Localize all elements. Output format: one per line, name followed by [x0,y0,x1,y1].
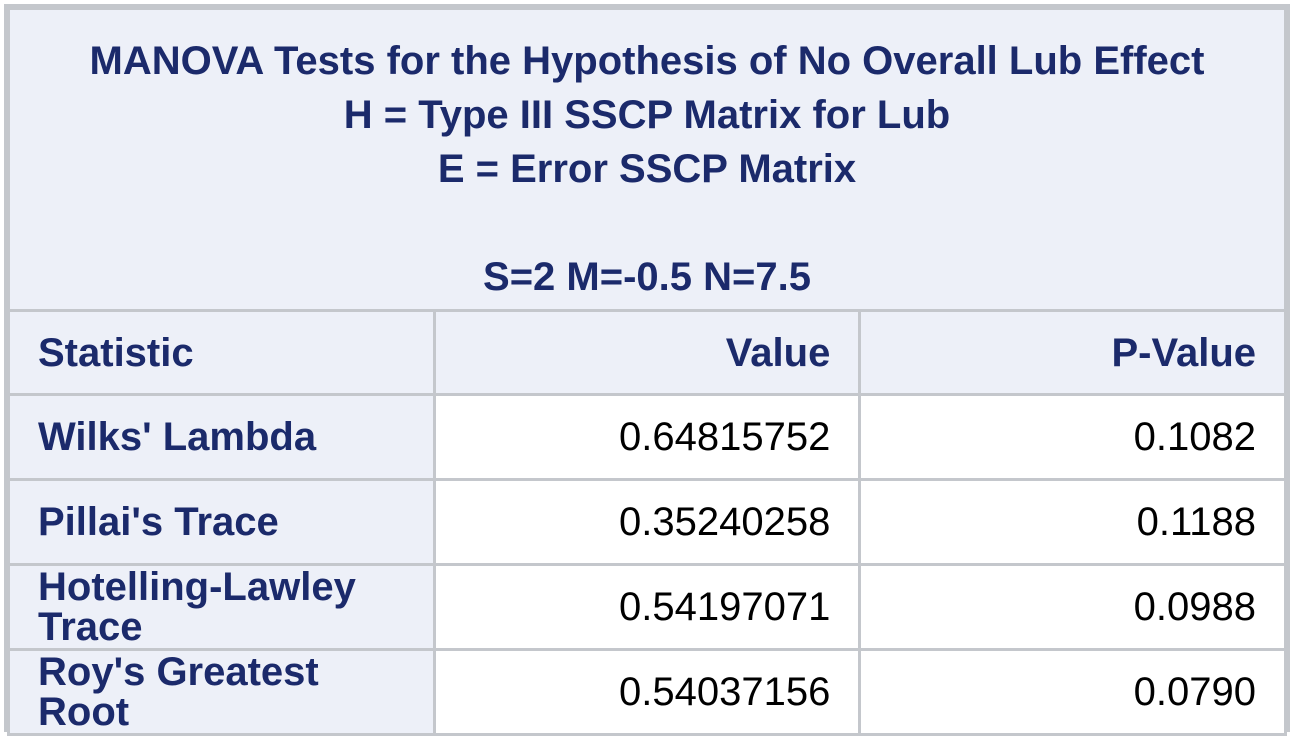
row-value: 0.54197071 [432,563,862,651]
row-p-value: 0.0988 [858,563,1287,651]
row-value: 0.35240258 [432,478,862,566]
table-title: MANOVA Tests for the Hypothesis of No Ov… [7,7,1287,312]
row-p-value: 0.1082 [858,393,1287,481]
column-header-row: Statistic Value P-Value [7,309,1287,396]
column-header-statistic: Statistic [7,309,436,396]
column-header-p-value: P-Value [858,309,1287,396]
title-line-1: MANOVA Tests for the Hypothesis of No Ov… [89,39,1205,83]
title-spacer [38,196,1256,250]
title-line-2: H = Type III SSCP Matrix for Lub [343,93,951,137]
row-value: 0.54037156 [432,648,862,736]
manova-results-table: MANOVA Tests for the Hypothesis of No Ov… [7,7,1287,736]
row-statistic-name: Pillai's Trace [7,478,436,566]
title-line-3: E = Error SSCP Matrix [437,147,857,191]
table-row: Hotelling-Lawley Trace 0.54197071 0.0988 [7,563,1287,651]
row-statistic-name: Roy's Greatest Root [7,648,436,736]
table-row: Wilks' Lambda 0.64815752 0.1082 [7,393,1287,481]
table-row: Pillai's Trace 0.35240258 0.1188 [7,478,1287,566]
table-row: Roy's Greatest Root 0.54037156 0.0790 [7,648,1287,736]
row-p-value: 0.0790 [858,648,1287,736]
row-p-value: 0.1188 [858,478,1287,566]
row-statistic-name: Hotelling-Lawley Trace [7,563,436,651]
title-row: MANOVA Tests for the Hypothesis of No Ov… [7,7,1287,312]
column-header-value: Value [432,309,862,396]
title-line-4: S=2 M=-0.5 N=7.5 [483,255,811,299]
row-statistic-name: Wilks' Lambda [7,393,436,481]
row-value: 0.64815752 [432,393,862,481]
manova-table-frame: MANOVA Tests for the Hypothesis of No Ov… [4,4,1290,736]
